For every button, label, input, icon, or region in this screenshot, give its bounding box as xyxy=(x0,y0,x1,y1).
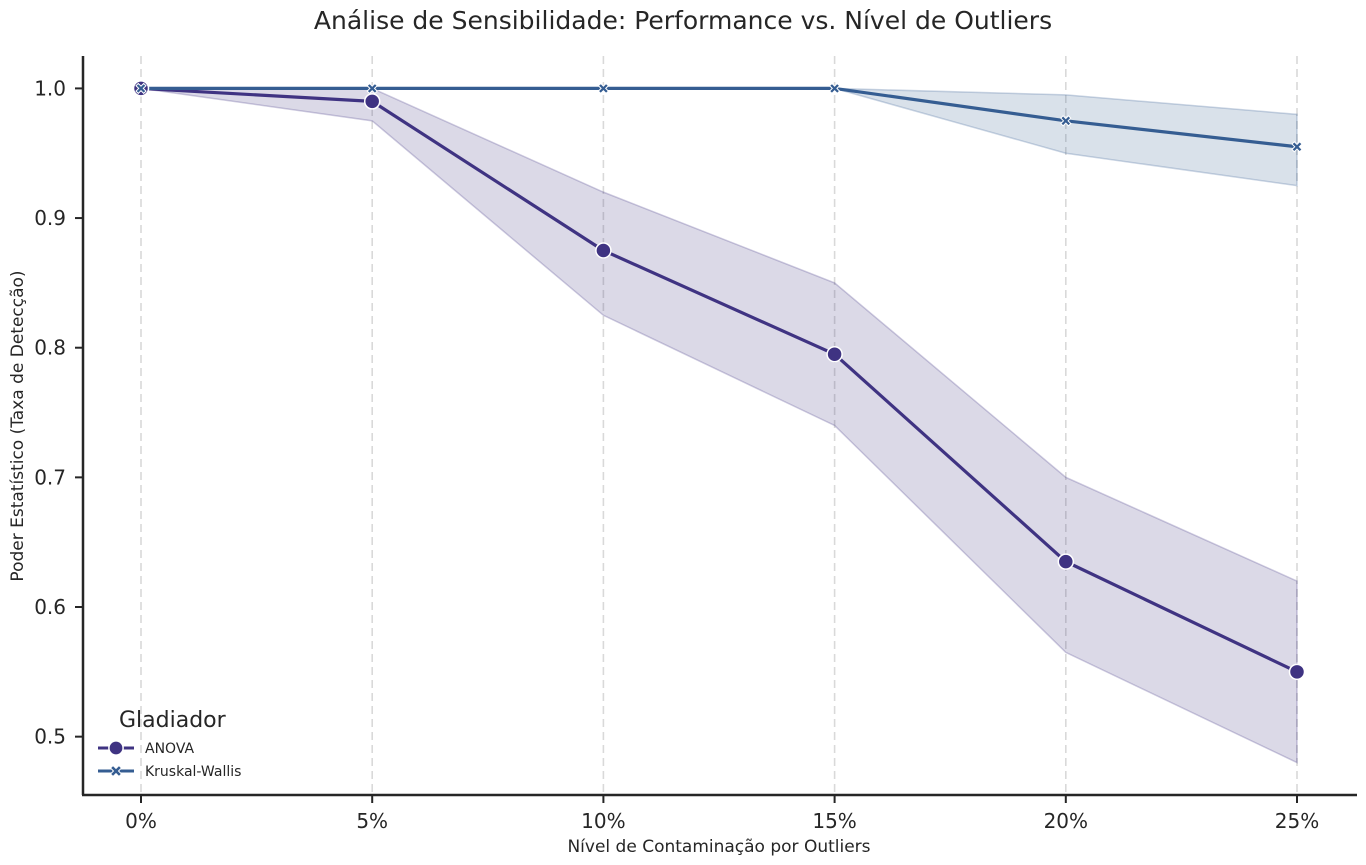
chart-title: Análise de Sensibilidade: Performance vs… xyxy=(314,6,1052,35)
legend-label-anova: ANOVA xyxy=(145,741,195,757)
legend-label-kruskal-wallis: Kruskal-Wallis xyxy=(145,764,241,780)
x-tick-label-0: 0% xyxy=(125,809,157,833)
legend-marker-kruskal-wallis xyxy=(109,764,123,778)
x-tick-label-3: 15% xyxy=(812,809,856,833)
marker-kruskal-wallis-3 xyxy=(828,82,841,95)
marker-anova-4 xyxy=(1057,553,1075,570)
y-ticks: 0.5 0.6 0.7 0.8 0.9 1.0 xyxy=(34,76,83,749)
y-tick-label-2: 0.7 xyxy=(34,465,66,489)
x-tick-label-2: 10% xyxy=(581,809,625,833)
axes xyxy=(81,56,1357,797)
marker-kruskal-wallis-0 xyxy=(135,82,147,95)
y-tick-label-3: 0.8 xyxy=(34,336,66,360)
y-tick-label-4: 0.9 xyxy=(34,206,66,230)
x-tick-label-4: 20% xyxy=(1044,809,1088,833)
marker-anova-1 xyxy=(363,93,381,110)
marker-anova-3 xyxy=(826,345,843,363)
marker-anova-5 xyxy=(1288,663,1306,681)
marker-kruskal-wallis-2 xyxy=(597,82,610,95)
marker-kruskal-wallis-4 xyxy=(1060,115,1072,127)
y-tick-label-1: 0.6 xyxy=(34,595,66,619)
ci-band-anova xyxy=(140,87,1298,764)
confidence-bands xyxy=(140,87,1298,764)
y-tick-label-0: 0.5 xyxy=(34,725,66,749)
x-ticks: 0% 5% 10% 15% 20% 25% xyxy=(125,795,1319,833)
y-tick-label-5: 1.0 xyxy=(34,76,66,100)
x-axis-label: Nível de Contaminação por Outliers xyxy=(567,837,870,857)
marker-anova-2 xyxy=(595,242,612,259)
x-tick-label-1: 5% xyxy=(356,809,388,833)
y-axis-label: Poder Estatístico (Taxa de Detecção) xyxy=(8,270,28,581)
legend-marker-anova xyxy=(108,740,124,756)
series-lines xyxy=(140,86,1298,674)
series-markers xyxy=(132,80,1306,681)
series-line-kruskal-wallis xyxy=(141,86,1298,149)
grid xyxy=(140,56,1298,795)
legend: Gladiador ANOVA Kruskal-Wallis xyxy=(98,708,241,780)
marker-kruskal-wallis-5 xyxy=(1291,141,1303,153)
x-tick-label-5: 25% xyxy=(1275,809,1319,833)
series-line-anova xyxy=(140,86,1298,674)
marker-kruskal-wallis-1 xyxy=(366,82,378,95)
legend-title: Gladiador xyxy=(119,708,227,733)
